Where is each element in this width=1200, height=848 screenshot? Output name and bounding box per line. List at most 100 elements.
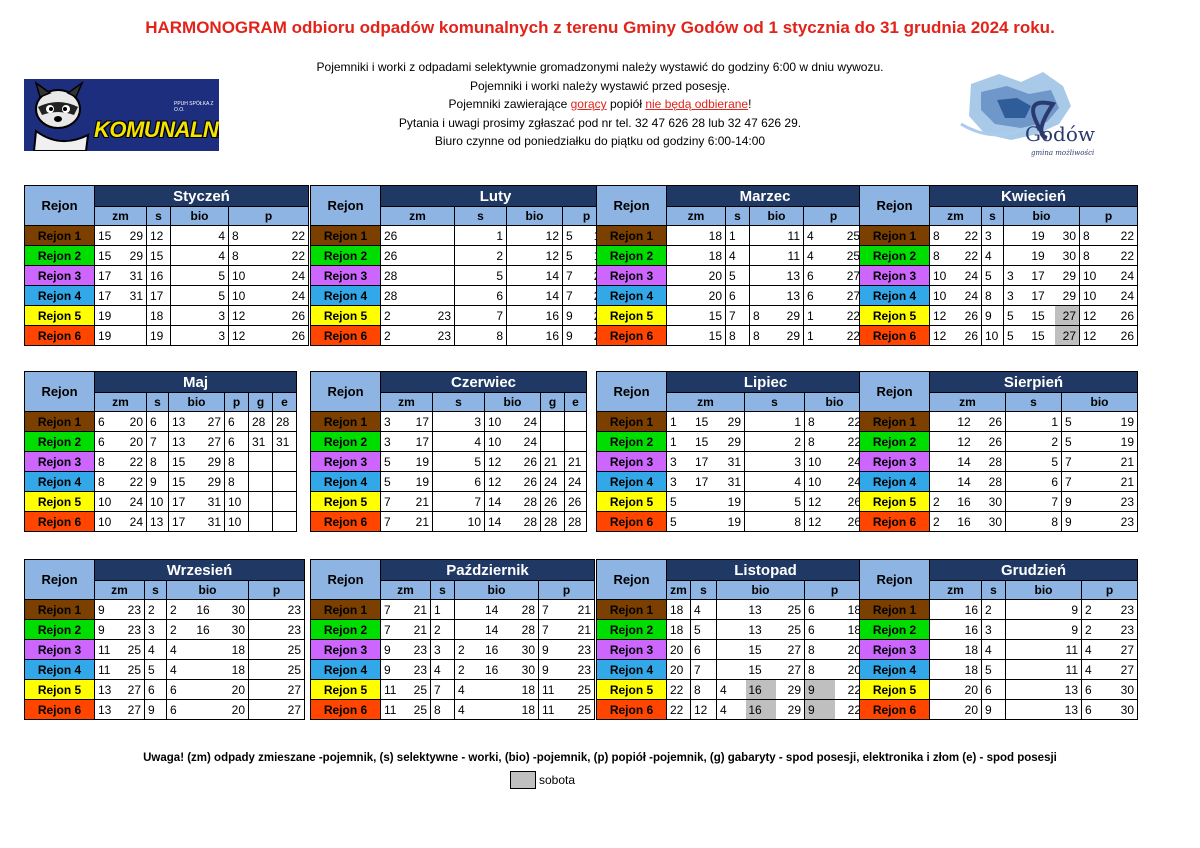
rejon-header: Rejon xyxy=(860,372,930,412)
date-value: 22 xyxy=(1121,249,1134,263)
date-value: 18 xyxy=(232,643,245,657)
date-value: 19 xyxy=(1031,249,1044,263)
date-cell: 3 17 31 xyxy=(667,472,745,492)
date-value: 17 xyxy=(695,475,708,489)
date-value: 5 xyxy=(566,229,573,243)
date-value: 5 xyxy=(474,455,481,469)
rejon-label: Rejon 4 xyxy=(311,472,381,492)
rejon-label: Rejon 4 xyxy=(25,286,95,306)
date-value: 27 xyxy=(1063,309,1076,323)
date-value: 11 xyxy=(542,683,554,697)
date-value: 4 xyxy=(729,249,736,263)
date-cell: 21 xyxy=(541,452,565,472)
date-cell: 14 28 xyxy=(455,620,539,640)
date-value: 29 xyxy=(1063,269,1076,283)
date-cell: 923 xyxy=(539,640,595,660)
date-cell: 9 22 xyxy=(805,680,865,700)
date-value: 26 xyxy=(1121,329,1134,343)
rejon-label: Rejon 6 xyxy=(860,326,930,346)
date-value: 3 xyxy=(434,643,441,657)
date-value: 2 xyxy=(458,643,465,657)
date-cell xyxy=(249,452,273,472)
date-value: 2 xyxy=(985,603,992,617)
date-value: 5 xyxy=(794,495,801,509)
date-cell: 15 29 xyxy=(169,472,225,492)
date-value: 23 xyxy=(578,643,591,657)
rejon-label: Rejon 2 xyxy=(860,620,930,640)
date-value: 6 xyxy=(148,683,155,697)
date-cell: 19 xyxy=(95,306,147,326)
date-value: 8 xyxy=(98,475,105,489)
table-row: Rejon 4 9 23 4 2 16 30 9 23 xyxy=(311,660,595,680)
date-cell: 8 xyxy=(1006,512,1062,532)
rejon-label: Rejon 4 xyxy=(597,660,667,680)
date-value: 22 xyxy=(292,229,305,243)
column-header: bio xyxy=(717,581,805,600)
date-value: 29 xyxy=(787,309,800,323)
date-value: 31 xyxy=(130,289,143,303)
date-value: 25 xyxy=(578,683,591,697)
table-row: Rejon 6 19 19 3 12 26 xyxy=(25,326,309,346)
date-cell: 1 xyxy=(745,412,805,432)
date-cell: 4 27 xyxy=(1082,660,1138,680)
date-cell: 2 xyxy=(1006,432,1062,452)
date-value: 7 xyxy=(566,289,573,303)
date-value: 12 xyxy=(1083,329,1096,343)
date-cell: 14 28 xyxy=(485,512,541,532)
date-value: 9 xyxy=(985,703,992,717)
date-cell: 721 xyxy=(539,620,595,640)
date-value: 22 xyxy=(130,475,143,489)
date-cell: 6 xyxy=(147,412,169,432)
date-cell: 10 24 xyxy=(1080,286,1138,306)
date-value: 27 xyxy=(788,643,801,657)
date-cell: 12 xyxy=(507,226,563,246)
table-row: Rejon 6223816923 xyxy=(311,326,611,346)
table-row: Rejon 6 13 27 9 6 20 27 xyxy=(25,700,305,720)
date-value: 17 xyxy=(172,515,185,529)
date-cell: 4 xyxy=(145,640,167,660)
rejon-label: Rejon 3 xyxy=(311,266,381,286)
date-cell: 2 16 30 xyxy=(455,660,539,680)
date-cell: 519 xyxy=(381,452,433,472)
date-cell: 721 xyxy=(1062,452,1138,472)
table-row: Rejon 4 8 22 9 15 29 8 xyxy=(25,472,297,492)
date-cell: 26 xyxy=(565,492,587,512)
date-value: 16 xyxy=(957,495,970,509)
date-cell: 8 xyxy=(455,326,507,346)
date-value: 2 xyxy=(170,603,177,617)
date-value: 10 xyxy=(150,495,163,509)
date-value: 10 xyxy=(808,475,821,489)
date-cell: 12 26 xyxy=(805,492,865,512)
date-value: 7 xyxy=(434,683,441,697)
column-header: bio xyxy=(1006,581,1082,600)
rejon-header: Rejon xyxy=(25,186,95,226)
date-value: 11 xyxy=(384,683,396,697)
date-value: 16 xyxy=(965,603,978,617)
date-value: 29 xyxy=(130,249,143,263)
rejon-label: Rejon 5 xyxy=(597,680,667,700)
date-value: 23 xyxy=(288,603,301,617)
rejon-label: Rejon 1 xyxy=(597,412,667,432)
date-cell: 2 16 30 xyxy=(930,492,1006,512)
date-cell: 24 xyxy=(565,472,587,492)
date-value: 1 xyxy=(807,329,814,343)
date-cell: 1 xyxy=(455,226,507,246)
table-row: Rejon 1 18 1 11 4 25 xyxy=(597,226,864,246)
table-row: Rejon 2 8 22 4 19 30 8 22 xyxy=(860,246,1138,266)
date-value: 28 xyxy=(276,415,289,429)
date-cell: 3 xyxy=(745,452,805,472)
date-value: 18 xyxy=(709,229,722,243)
date-cell: 6 20 xyxy=(167,700,249,720)
date-cell: 12 26 xyxy=(805,512,865,532)
date-cell: 17 31 xyxy=(169,512,225,532)
date-value: 29 xyxy=(208,475,221,489)
date-cell: 16 xyxy=(507,306,563,326)
date-value: 20 xyxy=(670,643,683,657)
date-cell: 5 xyxy=(745,492,805,512)
date-value: 27 xyxy=(1063,329,1076,343)
date-cell: 10 24 xyxy=(95,492,147,512)
date-cell: 12 26 xyxy=(930,326,982,346)
table-row: Rejon 6 10 24 13 17 31 10 xyxy=(25,512,297,532)
date-value: 25 xyxy=(414,703,427,717)
table-row: Rejon 3 8 22 8 15 29 8 xyxy=(25,452,297,472)
